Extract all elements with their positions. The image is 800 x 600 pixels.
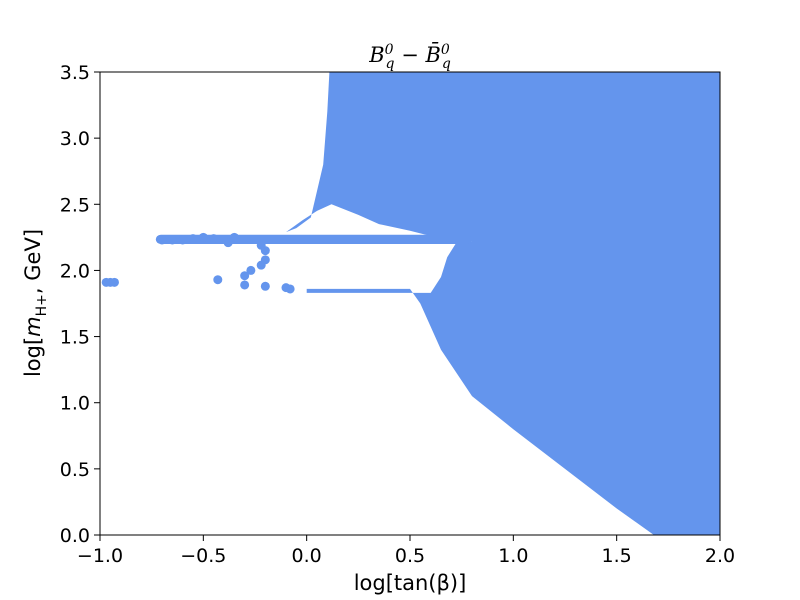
- scatter-point: [246, 265, 256, 275]
- x-tick-label: −0.5: [180, 545, 226, 567]
- scatter-point: [209, 234, 219, 244]
- y-tick-label: 3.5: [60, 62, 90, 84]
- x-tick-label: 0.0: [292, 545, 322, 567]
- scatter-point: [260, 255, 270, 265]
- y-tick-label: 2.5: [60, 194, 90, 216]
- scatter-point: [198, 232, 208, 242]
- y-tick-label: 3.0: [60, 128, 90, 150]
- scatter-point: [256, 240, 266, 250]
- x-axis-label: log[tan(β)]: [354, 571, 467, 595]
- x-tick-label: 2.0: [705, 545, 735, 567]
- y-axis-label: log[mH+, GeV]: [21, 229, 50, 377]
- scatter-point: [188, 234, 198, 244]
- allowed-region: [286, 72, 720, 535]
- y-tick-label: 1.5: [60, 327, 90, 349]
- scatter-point: [240, 280, 250, 290]
- scatter-point: [109, 277, 119, 287]
- y-axis: 0.0 0.5 1.0 1.5 2.0 2.5 3.0 3.5: [60, 62, 100, 547]
- y-tick-label: 0.0: [60, 525, 90, 547]
- x-tick-label: 0.5: [395, 545, 425, 567]
- scatter-point: [167, 235, 177, 245]
- x-tick-label: 1.5: [602, 545, 632, 567]
- scatter-point: [178, 235, 188, 245]
- y-tick-label: 0.5: [60, 459, 90, 481]
- scatter-point: [260, 281, 270, 291]
- scatter-point: [240, 271, 250, 281]
- scatter-point: [285, 284, 295, 294]
- scatter-point: [223, 238, 233, 248]
- plot-area: [101, 72, 720, 535]
- scatter-point: [229, 232, 239, 242]
- scatter-point: [157, 235, 167, 245]
- x-axis: −1.0 −0.5 0.0 0.5 1.0 1.5 2.0: [77, 535, 735, 567]
- x-tick-label: 1.0: [498, 545, 528, 567]
- y-tick-label: 1.0: [60, 393, 90, 415]
- chart-title: B0 q − B̄0 q: [368, 42, 451, 72]
- scatter-point: [213, 275, 223, 285]
- y-tick-label: 2.0: [60, 260, 90, 282]
- scatter-point: [101, 277, 111, 287]
- x-tick-label: −1.0: [77, 545, 123, 567]
